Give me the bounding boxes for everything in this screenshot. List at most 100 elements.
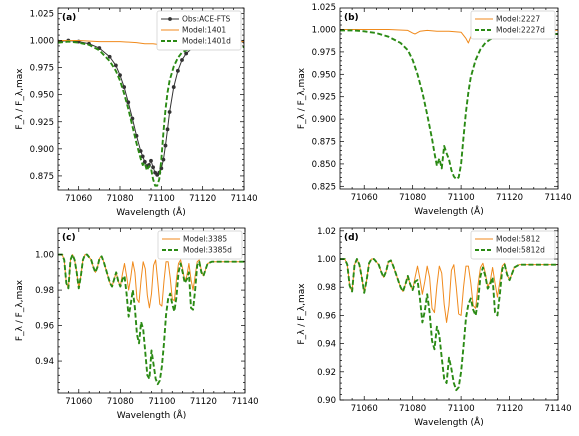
data-point — [167, 110, 172, 114]
series-line-4-1 — [340, 258, 558, 323]
data-point — [151, 165, 155, 170]
x-axis-title: Wavelength (Å) — [414, 416, 483, 428]
legend-label: Model:5812 — [496, 235, 540, 244]
chart-panel-3: 71060 71080 71100 71120 71140 0.94 0.96 0.98 1.0… — [15, 227, 259, 421]
data-point — [171, 85, 176, 89]
legend-label: Model:2227d — [496, 26, 545, 35]
x-tick-label: 71120 — [189, 194, 216, 204]
series-line-1-1 — [58, 40, 244, 176]
x-tick-label: 71060 — [65, 194, 92, 204]
data-point — [142, 159, 147, 164]
y-tick-label: 0.850 — [312, 160, 336, 170]
y-tick-label: 0.92 — [317, 368, 336, 378]
y-tick-label: 0.90 — [317, 396, 336, 406]
data-point — [149, 158, 153, 163]
x-tick-label: 71060 — [351, 404, 378, 414]
series-line-3-2 — [58, 253, 245, 386]
x-tick-label: 71120 — [190, 397, 217, 407]
x-tick-label: 71080 — [399, 193, 426, 203]
legend: Model:5812 Model:5812d — [470, 230, 556, 260]
y-tick-label: 1.00 — [317, 255, 336, 265]
x-tick-label: 71140 — [544, 193, 571, 203]
series-line-4-2 — [340, 258, 558, 392]
y-tick-label: 0.925 — [312, 93, 336, 103]
y-axis-title: F_λ / F_λ,max — [15, 279, 25, 341]
x-tick-label: 71080 — [107, 397, 134, 407]
x-axis-title: Wavelength (Å) — [116, 206, 185, 218]
y-tick-label: 0.98 — [35, 286, 54, 296]
y-tick-label: 0.900 — [30, 145, 54, 155]
x-tick-label: 71140 — [230, 194, 257, 204]
y-tick-label: 1.02 — [317, 227, 336, 237]
y-tick-label: 0.875 — [30, 172, 54, 182]
x-tick-label: 71100 — [448, 404, 475, 414]
y-axis-title: F_λ / F_λ,max — [297, 283, 307, 345]
y-tick-label: 0.900 — [312, 115, 336, 125]
x-tick-label: 71100 — [148, 397, 175, 407]
data-point — [180, 58, 184, 62]
y-tick-label: 0.825 — [312, 182, 336, 192]
legend-label: Model:1401 — [182, 26, 226, 35]
panel-label: (b) — [344, 13, 359, 23]
y-tick-label: 0.98 — [317, 283, 336, 293]
y-tick-label: 0.925 — [30, 118, 54, 128]
y-tick-label: 0.975 — [30, 64, 54, 74]
panel-label: (c) — [62, 233, 76, 243]
data-point — [159, 166, 164, 171]
y-tick-label: 1.000 — [30, 37, 54, 47]
data-point — [161, 157, 166, 162]
data-point — [107, 54, 112, 59]
data-point — [165, 127, 170, 132]
legend-label: Model:1401d — [182, 37, 231, 46]
y-tick-label: 1.025 — [30, 9, 54, 19]
x-tick-label: 71060 — [351, 193, 378, 203]
y-tick-label: 0.96 — [35, 322, 54, 332]
legend-label: Model:3385 — [183, 235, 227, 244]
legend-label: Model:3385d — [183, 246, 232, 255]
x-tick-label: 71120 — [496, 193, 523, 203]
y-tick-label: 0.875 — [312, 138, 336, 148]
data-point — [163, 143, 168, 148]
legend-label: Model:5812d — [496, 246, 545, 255]
y-tick-label: 0.96 — [317, 311, 336, 321]
y-tick-label: 0.94 — [317, 340, 336, 350]
y-tick-label: 0.975 — [312, 48, 336, 58]
data-point — [126, 100, 131, 105]
x-tick-label: 71060 — [65, 397, 92, 407]
x-tick-label: 71080 — [106, 194, 133, 204]
x-tick-label: 71080 — [399, 404, 426, 414]
data-point — [175, 68, 180, 73]
data-point — [113, 63, 118, 68]
x-tick-label: 71140 — [544, 404, 571, 414]
series-line-2-2 — [340, 29, 558, 181]
series-line-3-1 — [58, 254, 245, 309]
y-axis-title: F_λ / F_λ,max — [297, 67, 307, 129]
data-point — [140, 154, 145, 159]
chart-panel-4: 71060 71080 71100 71120 71140 0.90 0.92 0.94 0.9… — [297, 227, 572, 428]
legend: Obs:ACE-FTS Model:1401 Model:1401d — [156, 10, 242, 51]
x-axis-title: Wavelength (Å) — [117, 409, 186, 421]
y-tick-label: 0.950 — [312, 70, 336, 80]
chart-panel-1: 71060 71080 71100 71120 71140 0.875 0.900 0.925… — [15, 7, 258, 218]
x-tick-label: 71140 — [231, 397, 258, 407]
legend-label: Obs:ACE-FTS — [182, 15, 231, 24]
y-axis-title: F_λ / F_λ,max — [15, 68, 25, 130]
y-tick-label: 0.94 — [35, 357, 54, 367]
chart-panel-2: 71060 71080 71100 71120 71140 0.825 0.850 0.875… — [297, 3, 572, 217]
y-tick-label: 1.00 — [35, 251, 54, 261]
data-point — [122, 85, 127, 89]
x-axis-title: Wavelength (Å) — [414, 205, 483, 217]
x-tick-label: 71100 — [448, 193, 475, 203]
legend: Model:3385 Model:3385d — [157, 230, 243, 260]
y-tick-label: 1.000 — [312, 26, 336, 36]
series-line-1-3 — [58, 40, 244, 187]
legend: Model:2227 Model:2227d — [470, 10, 556, 40]
x-tick-label: 71120 — [496, 404, 523, 414]
legend-label: Model:2227 — [496, 15, 540, 24]
panel-label: (a) — [62, 13, 76, 23]
y-tick-label: 0.950 — [30, 91, 54, 101]
data-point — [184, 51, 189, 56]
y-tick-label: 1.025 — [312, 3, 336, 13]
x-tick-label: 71100 — [148, 194, 175, 204]
